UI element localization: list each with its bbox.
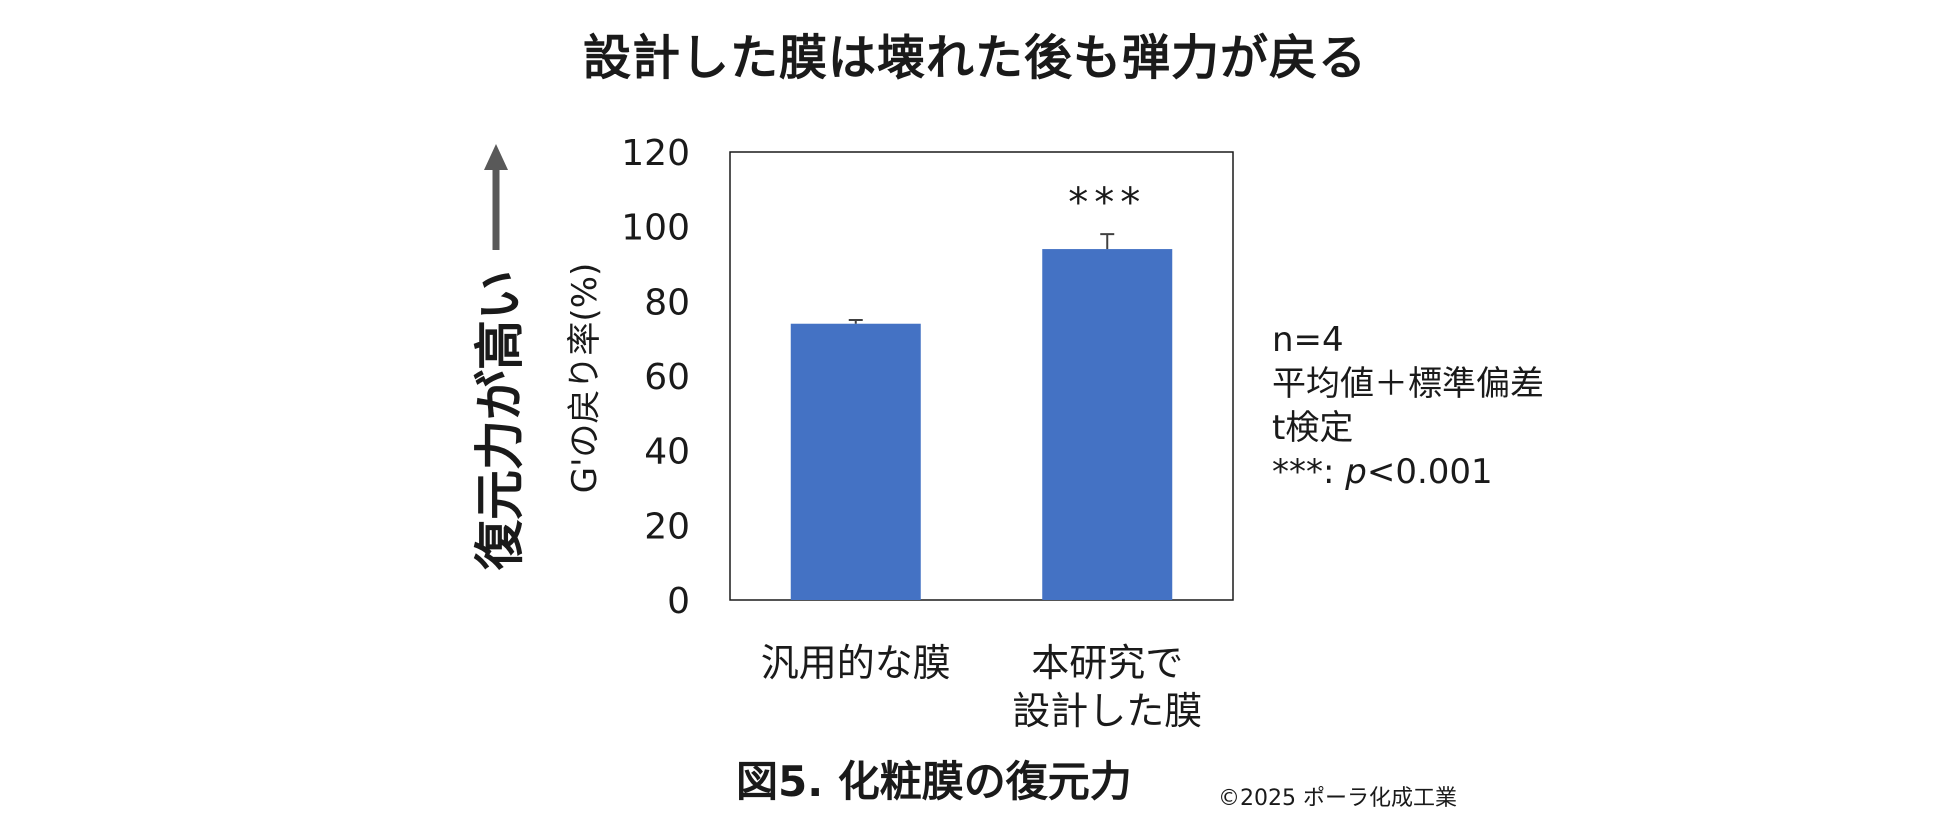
- copyright-notice: ©2025 ポーラ化成工業: [1218, 786, 1457, 811]
- statistics-notes: n=4 平均値＋標準偏差 t検定 ***: p<0.001: [1272, 318, 1544, 494]
- error-bar: [848, 319, 863, 324]
- statistic-note: 平均値＋標準偏差: [1272, 364, 1544, 404]
- y-tick-label: 100: [621, 208, 690, 249]
- category-label: 汎用的な膜: [761, 641, 951, 685]
- category-label: 設計した膜: [1012, 689, 1202, 733]
- significance-note: ***: p<0.001: [1272, 450, 1544, 494]
- bar: [1042, 249, 1173, 601]
- y-tick-label: 60: [644, 357, 690, 398]
- y-tick-label: 120: [621, 133, 690, 174]
- plot-area-frame: [729, 151, 1234, 601]
- chart-title: 設計した膜は壊れた後も弾力が戻る: [582, 30, 1367, 86]
- significance-marker: ***: [1068, 180, 1146, 226]
- y-tick-label: 80: [644, 282, 690, 323]
- y-tick-label: 40: [644, 432, 690, 473]
- y-axis-label: G'の戻り率(%): [565, 263, 605, 494]
- error-bar: [1100, 233, 1115, 250]
- significance-threshold: <0.001: [1366, 452, 1493, 492]
- test-note: t検定: [1272, 408, 1354, 448]
- y-tick-label: 0: [667, 581, 690, 622]
- up-arrow-icon: [484, 144, 508, 250]
- bars: ***: [790, 180, 1173, 601]
- figure-caption: 図5. 化粧膜の復元力: [736, 757, 1132, 806]
- significance-p: p: [1345, 452, 1367, 492]
- bar: [790, 323, 921, 600]
- sample-size-note: n=4: [1272, 320, 1344, 360]
- y-axis-ticks: 0 20 40 60 80 100 120: [621, 133, 690, 622]
- y-tick-label: 20: [644, 506, 690, 547]
- category-label: 本研究で: [1031, 641, 1183, 685]
- significance-prefix: ***:: [1272, 452, 1346, 492]
